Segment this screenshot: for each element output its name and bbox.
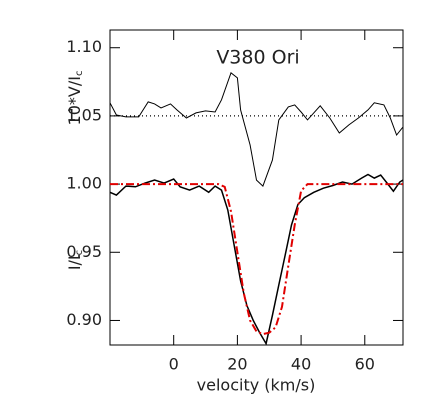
chart-title: V380 Ori [216, 47, 299, 69]
x-tick-label: 0 [169, 355, 179, 374]
y-tick-label: 1.00 [66, 174, 102, 193]
y-axis-label-sub: c [74, 71, 85, 77]
line-solid [109, 173, 404, 346]
line-dashdot [110, 183, 403, 336]
y-axis-label: I/Ic [65, 250, 86, 270]
y-tick-label: 0.90 [66, 310, 102, 329]
x-axis-label: velocity (km/s) [197, 376, 316, 395]
y-axis-label-text: I/I [65, 255, 84, 270]
x-tick-label: 40 [291, 355, 311, 374]
y-tick-label: 1.05 [66, 105, 102, 124]
y-axis-label-text: 10*V/I [65, 76, 84, 125]
x-tick-label: 60 [355, 355, 375, 374]
y-axis-label: 10*V/Ic [65, 71, 86, 126]
plot-frame [109, 29, 404, 346]
x-tick-label: 20 [227, 355, 247, 374]
y-axis-label-sub: c [74, 250, 85, 256]
y-tick-label: 0.95 [66, 242, 102, 261]
line-thin [109, 71, 404, 187]
y-tick-label: 1.10 [66, 37, 102, 56]
